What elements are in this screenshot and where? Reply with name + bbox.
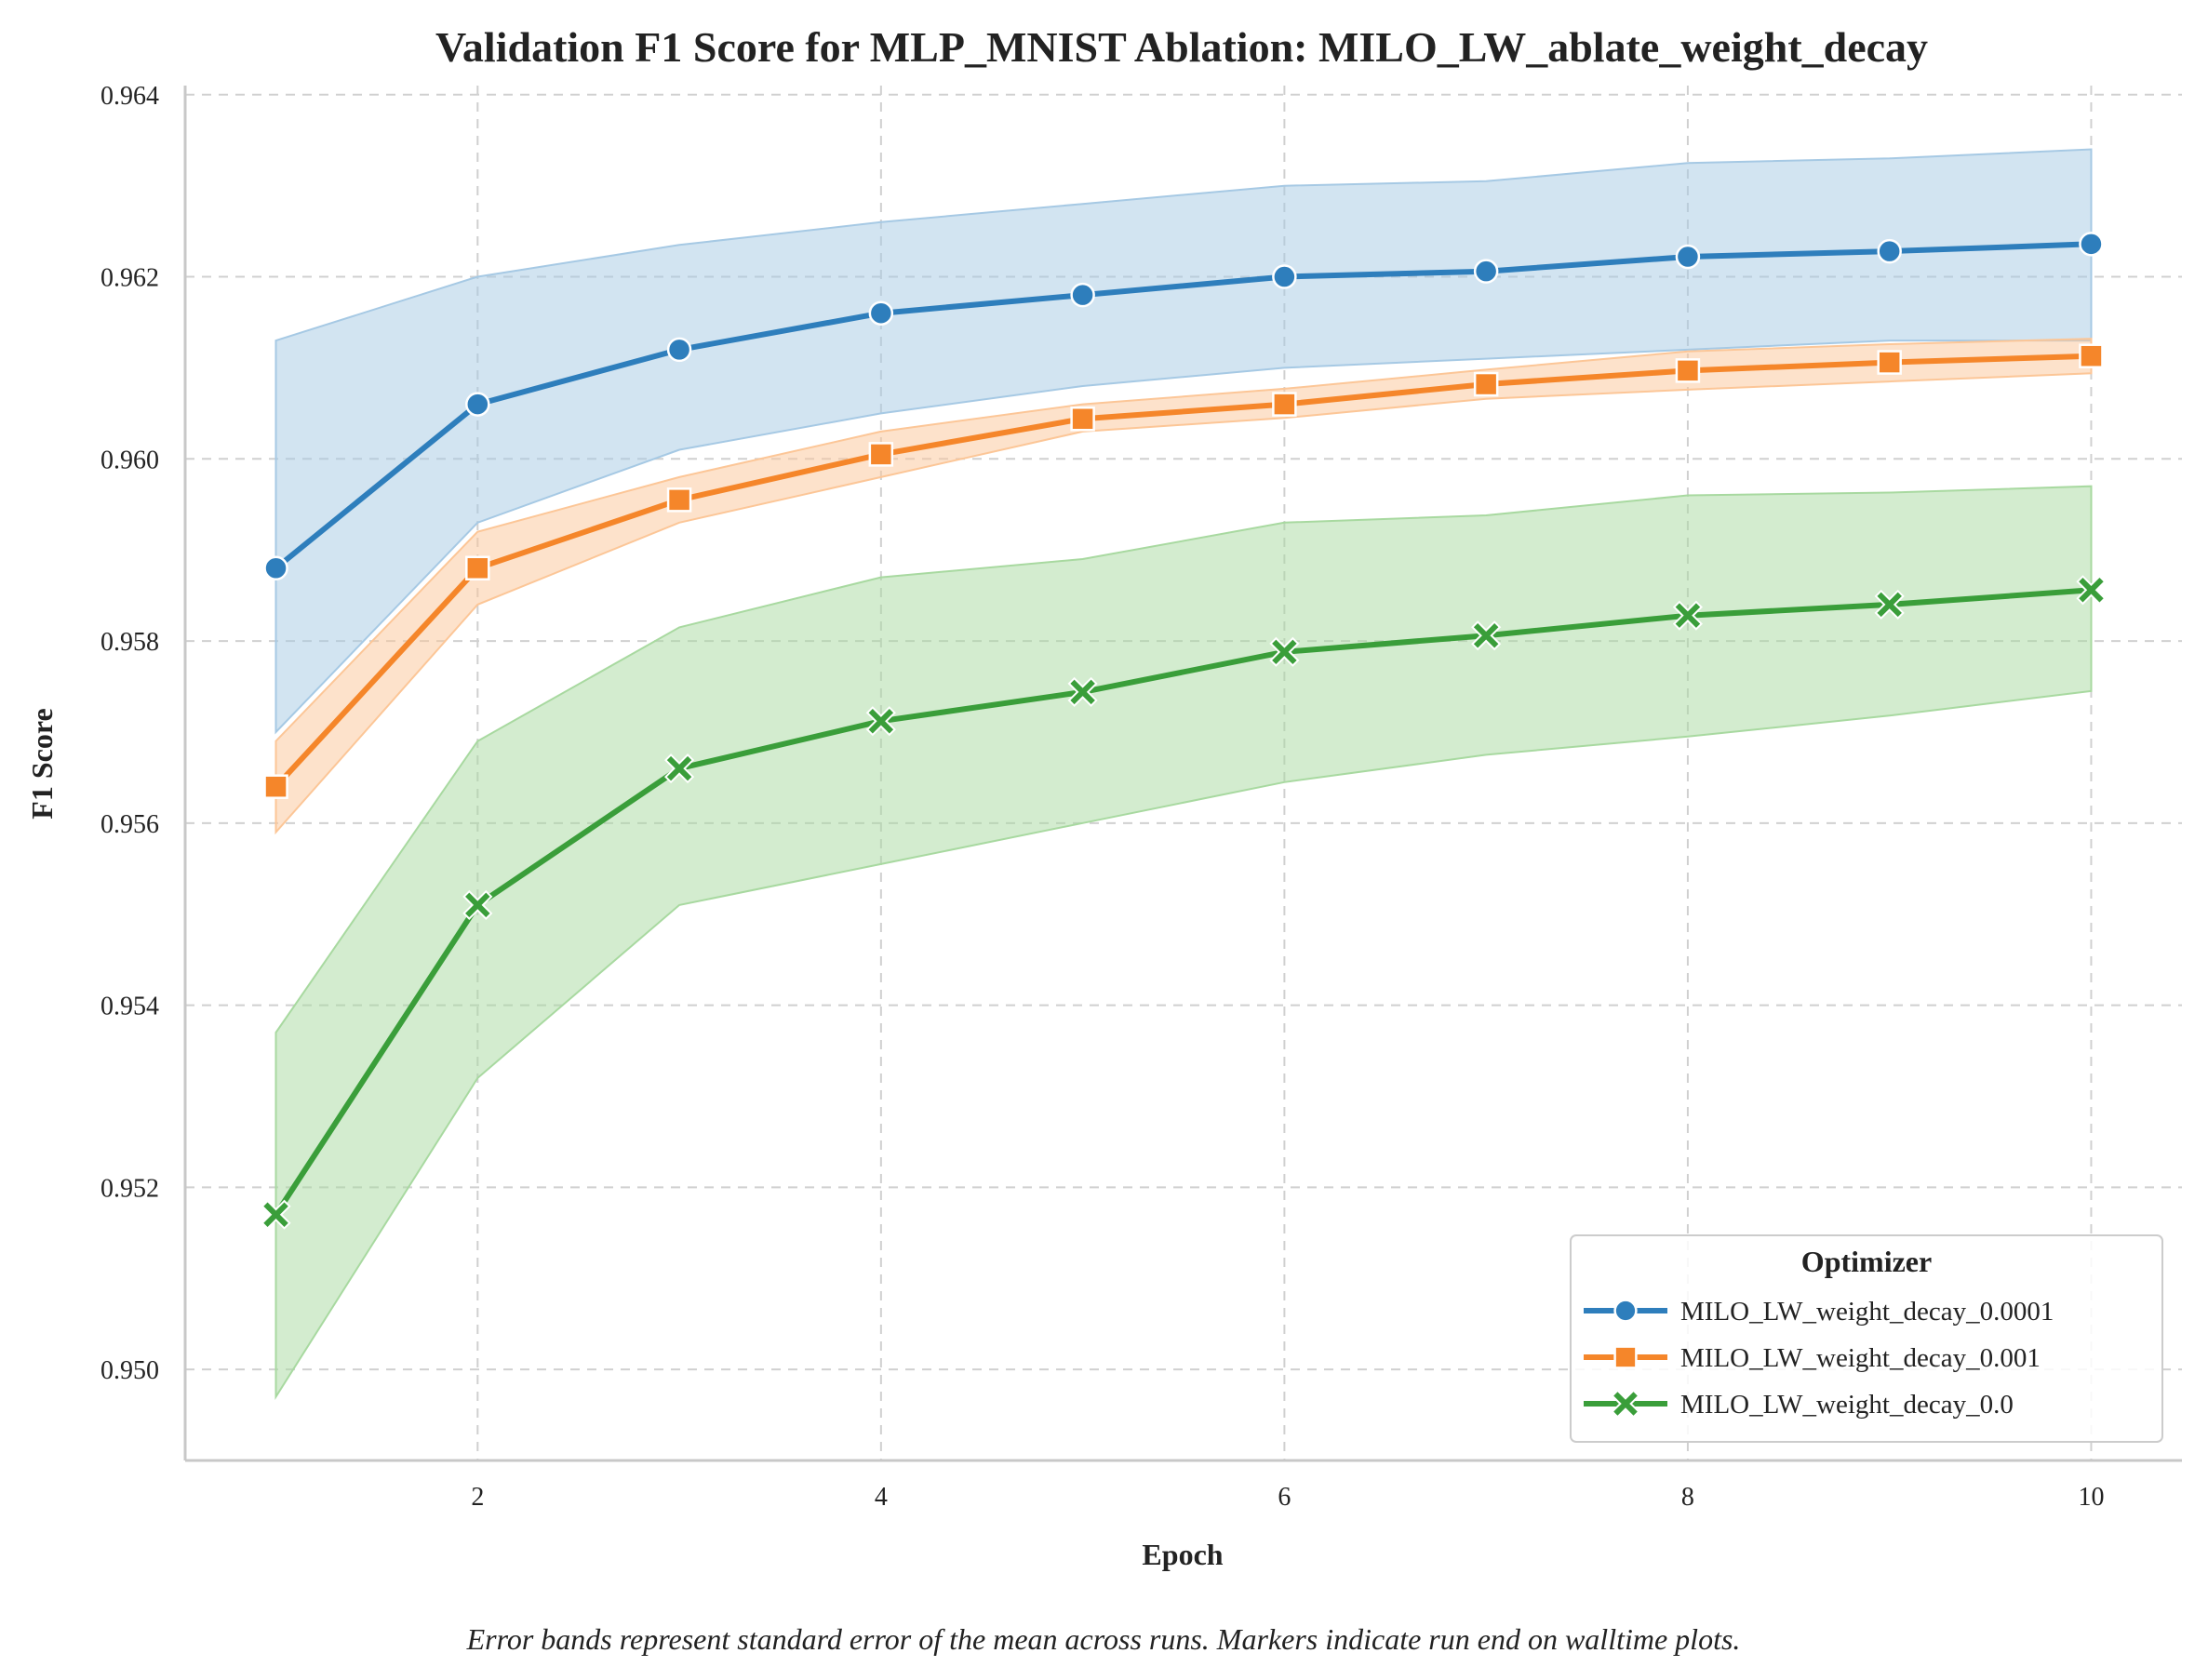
- circle-marker: [1272, 264, 1297, 289]
- legend-box: [1570, 1234, 2163, 1443]
- square-marker: [1675, 358, 1701, 383]
- x-marker: [1611, 1389, 1640, 1419]
- x-marker: [1874, 589, 1905, 620]
- x-marker: [1672, 600, 1703, 631]
- x-marker: [664, 753, 695, 784]
- x-marker: [1471, 620, 1502, 651]
- square-marker: [666, 487, 692, 513]
- square-marker: [1473, 371, 1499, 397]
- series-line-1: [273, 353, 2094, 790]
- legend: Optimizer MILO_LW_weight_decay_0.0001MIL…: [1570, 1234, 2163, 1443]
- circle-marker: [1877, 238, 1902, 264]
- legend-label-1: MILO_LW_weight_decay_0.001: [1680, 1343, 2041, 1373]
- circle-marker: [868, 300, 894, 326]
- circle-marker: [666, 337, 692, 363]
- caption: Error bands represent standard error of …: [466, 1622, 1741, 1656]
- tick-labels: 2 4 6 8 10 0.950 0.952 0.954 0.956 0.958 0.960 0.96…: [100, 82, 2104, 1512]
- error-band-1: [274, 338, 2093, 835]
- square-marker: [1272, 392, 1297, 417]
- x-tick-label: 6: [1278, 1483, 1291, 1512]
- y-tick-label: 0.960: [100, 446, 159, 474]
- y-axis-label: F1 Score: [25, 708, 59, 819]
- axes: [183, 86, 2182, 1462]
- x-tick-label: 2: [471, 1483, 484, 1512]
- square-marker: [868, 442, 894, 467]
- y-tick-label: 0.958: [100, 628, 159, 657]
- circle-marker: [1070, 282, 1095, 308]
- x-tick-label: 4: [875, 1483, 888, 1512]
- y-tick-label: 0.962: [100, 264, 159, 293]
- x-marker: [1067, 676, 1098, 707]
- square-marker: [465, 555, 490, 581]
- legend-title: Optimizer: [1801, 1245, 1932, 1278]
- circle-marker: [465, 392, 490, 417]
- series-line-0: [273, 241, 2094, 571]
- circle-marker: [1675, 244, 1701, 270]
- y-tick-label: 0.954: [100, 993, 159, 1021]
- square-marker: [263, 774, 288, 799]
- square-marker: [1070, 406, 1095, 432]
- error-band-2: [274, 485, 2093, 1400]
- legend-entries: MILO_LW_weight_decay_0.0001 MILO_LW_weigh…: [1584, 1297, 2054, 1420]
- series-lines: [273, 241, 2094, 1218]
- y-tick-label: 0.950: [100, 1356, 159, 1385]
- x-axis-label: Epoch: [1142, 1538, 1223, 1571]
- y-tick-label: 0.952: [100, 1174, 159, 1203]
- series-line-2: [273, 587, 2094, 1218]
- x-tick-label: 8: [1681, 1483, 1694, 1512]
- y-tick-label: 0.964: [100, 82, 159, 111]
- square-marker: [2079, 343, 2104, 368]
- series-markers: [261, 232, 2107, 1230]
- legend-label-2: MILO_LW_weight_decay_0.0: [1680, 1390, 2014, 1420]
- circle-marker: [263, 555, 288, 581]
- square-marker: [1613, 1345, 1638, 1369]
- x-marker: [1269, 636, 1300, 667]
- y-tick-label: 0.956: [100, 810, 159, 839]
- legend-label-0: MILO_LW_weight_decay_0.0001: [1680, 1297, 2054, 1327]
- x-marker: [462, 889, 493, 920]
- circle-marker: [2079, 232, 2104, 257]
- square-marker: [1877, 350, 1902, 375]
- error-bands: [274, 148, 2093, 1400]
- x-tick-label: 10: [2078, 1483, 2104, 1512]
- x-marker: [865, 706, 896, 737]
- chart-title: Validation F1 Score for MLP_MNIST Ablati…: [435, 23, 1928, 71]
- x-marker: [261, 1199, 291, 1230]
- circle-marker: [1473, 259, 1499, 284]
- x-marker: [2076, 575, 2107, 606]
- circle-marker: [1613, 1299, 1638, 1323]
